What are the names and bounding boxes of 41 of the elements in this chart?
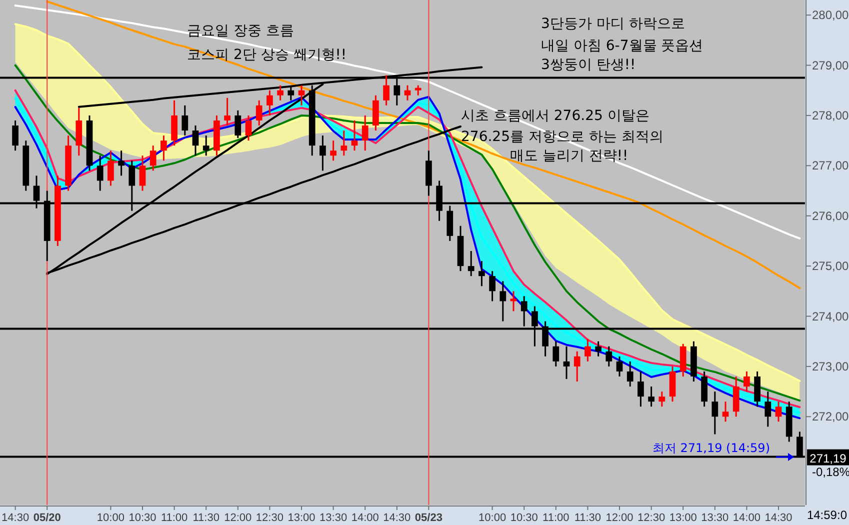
x-tick-label: 12:30 <box>638 512 666 524</box>
x-tick-label: 12:00 <box>224 512 252 524</box>
y-tick-label: 276,00 <box>812 208 849 223</box>
x-tick-label: 14:00 <box>351 512 379 524</box>
x-tick-label: 12:00 <box>606 512 634 524</box>
x-tick-label: 14:30 <box>2 512 30 524</box>
annotation: 매도 늘리기 전략!! <box>510 148 628 164</box>
x-tick-label: 13:30 <box>701 512 729 524</box>
y-tick-label: 272,00 <box>812 410 849 424</box>
x-tick-label: 13:00 <box>669 512 697 524</box>
x-tick-label: 11:30 <box>574 512 602 524</box>
annotation: 276.25를 저항으로 하는 최적의 <box>461 129 664 145</box>
x-tick-label: 10:30 <box>128 512 156 524</box>
annotation: 최저 271,19 (14:59) <box>652 441 770 455</box>
text: 14:59:0 <box>806 508 848 522</box>
x-tick-label: 13:00 <box>288 512 316 524</box>
y-tick-label: 280,00 <box>812 8 849 22</box>
x-tick-label: 13:30 <box>320 512 348 524</box>
x-tick-label: 05/20 <box>33 512 61 524</box>
annotation: 3단등가 마디 하락으로 <box>541 16 685 32</box>
x-tick-label: 12:30 <box>256 512 284 524</box>
y-tick-label: 273,00 <box>812 359 849 374</box>
annotation: 금요일 장중 흐름 <box>187 23 294 39</box>
y-tick-label: 275,00 <box>812 259 849 274</box>
x-tick-label: 10:30 <box>510 512 538 524</box>
x-tick-label: 10:00 <box>478 512 506 524</box>
annotation: 3쌍둥이 탄생!! <box>541 57 636 73</box>
x-tick-label: 10:00 <box>96 512 124 524</box>
x-tick-label: 11:00 <box>160 512 188 524</box>
x-tick-label: 11:30 <box>192 512 220 524</box>
y-tick-label: 279,00 <box>812 58 849 72</box>
annotation: 내일 아침 6-7월물 풋옵션 <box>541 38 704 54</box>
x-tick-label: 05/23 <box>414 512 442 524</box>
x-tick-label: 14:30 <box>764 512 792 524</box>
x-tick-label: 11:00 <box>542 512 570 524</box>
x-tick-label: 14:30 <box>383 512 411 524</box>
x-tick-label: 14:00 <box>732 512 760 524</box>
y-tick-label: 278,00 <box>812 108 849 122</box>
y-tick-label: 277,00 <box>812 158 849 173</box>
y-tick-label: 274,00 <box>812 309 849 324</box>
annotation: 시초 흐름에서 276.25 이탈은 <box>461 108 650 124</box>
